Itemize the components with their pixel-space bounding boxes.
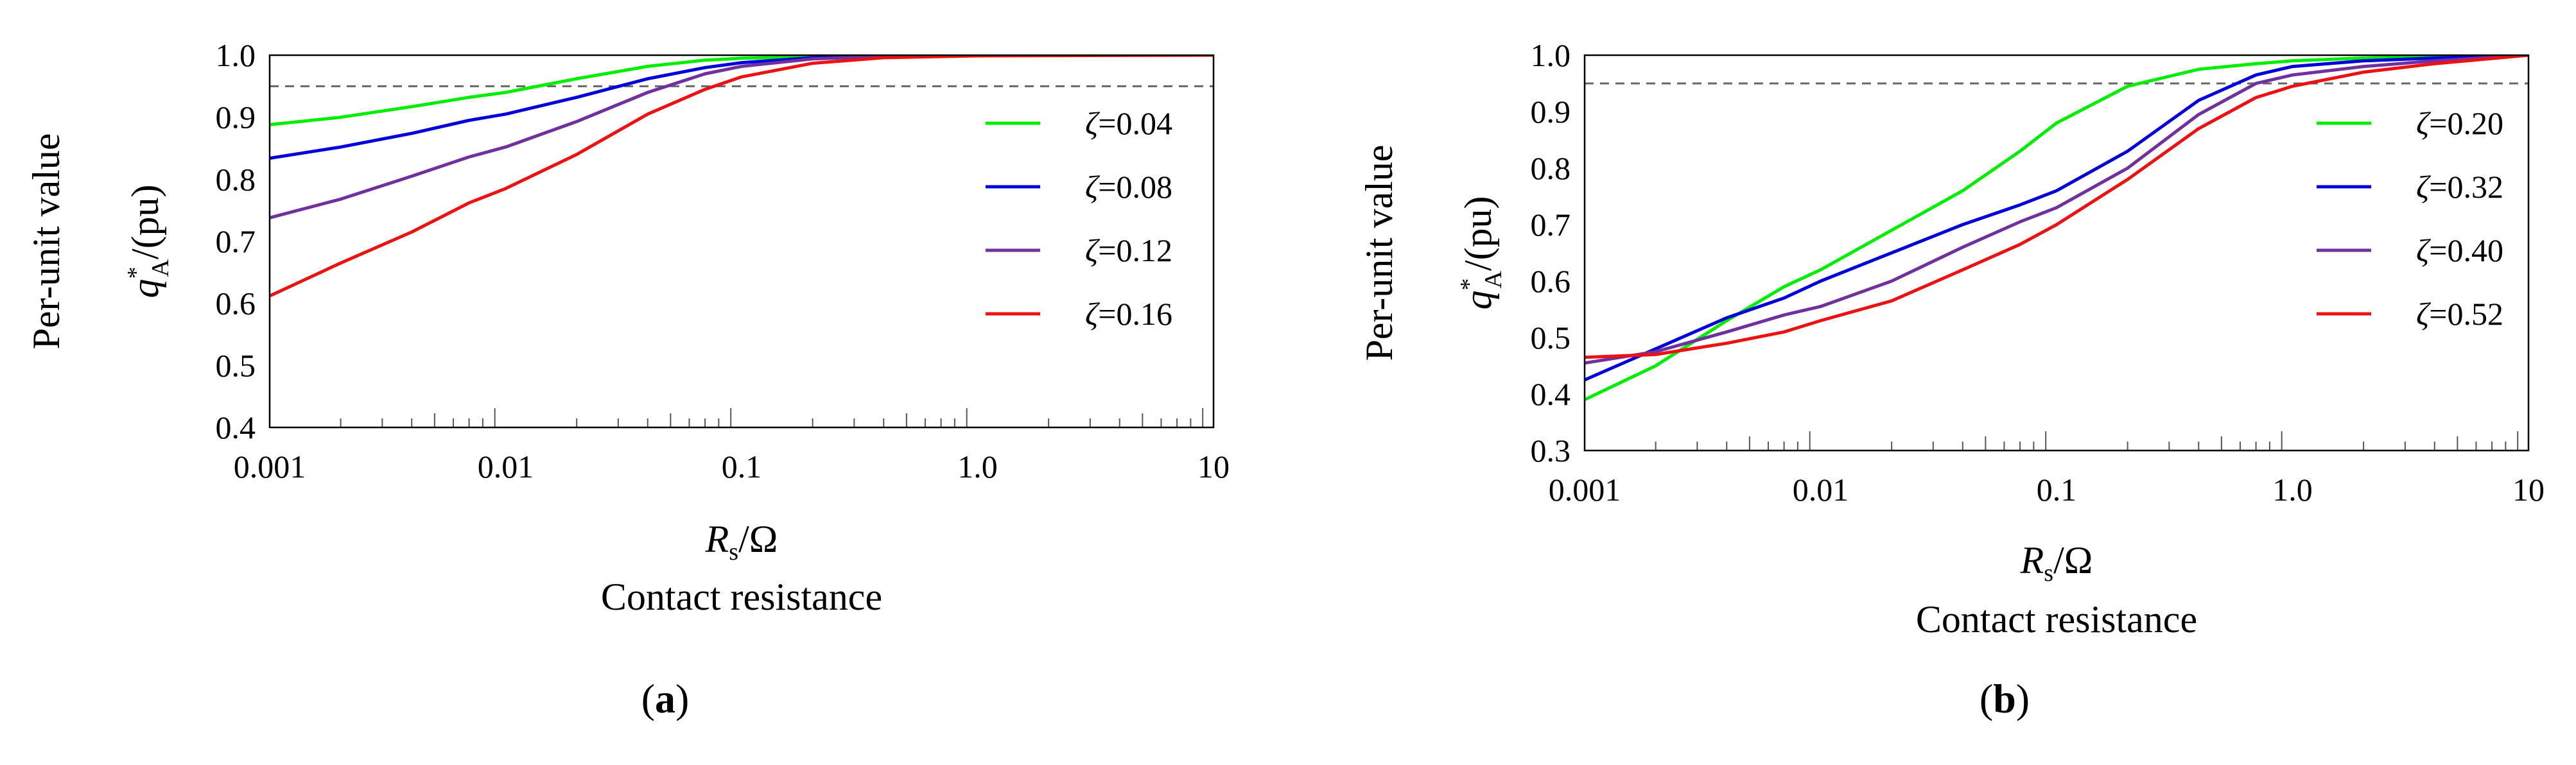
x-tick-label: 1.0 [957,449,998,485]
y-tick-label: 0.4 [1531,376,1571,412]
legend-label: ζ=0.04 [1085,105,1172,141]
y-axis-label-symbol: q*A/(pu) [123,184,174,298]
x-axis-label-symbol: Rs/Ω [2020,539,2093,587]
x-axis-label-description: Contact resistance [601,576,882,618]
legend-label: ζ=0.12 [1085,232,1172,268]
chart-panel-a: 0.001 0.01 0.1 1.0 10 0.4 0.5 0.6 0.7 0.8 0.9 1.0 Pe… [25,37,1230,721]
plot-area-frame [1583,54,2530,452]
y-tick-label: 0.6 [216,286,256,322]
legend-label: ζ=0.32 [2416,169,2503,205]
x-tick-label: 0.01 [1793,472,1849,508]
plot-area-frame [268,54,1215,429]
y-tick-label: 0.3 [1531,433,1571,468]
y-axis-label-description: Per-unit value [25,133,67,349]
series-line-0.32 [1585,55,2528,382]
y-tick-label: 0.9 [216,99,256,135]
legend-label: ζ=0.52 [2416,296,2503,332]
panel-label: (a) [641,676,690,721]
x-tick-label: 0.001 [234,449,306,485]
y-tick-label: 0.5 [216,347,256,383]
legend-label: ζ=0.08 [1085,169,1172,205]
y-axis-label-description: Per-unit value [1358,144,1400,361]
y-tick-label: 0.8 [1531,150,1571,186]
legend-label: ζ=0.20 [2416,105,2503,141]
y-tick-label: 0.7 [1531,207,1571,243]
series-line-0.52 [1585,55,2528,359]
y-tick-label: 0.6 [1531,263,1571,299]
x-tick-label: 0.1 [2037,472,2077,508]
y-tick-label: 0.5 [1531,320,1571,356]
x-tick-label: 0.001 [1549,472,1621,508]
series-line-0.40 [1585,55,2528,365]
x-tick-label: 10 [1197,449,1230,485]
y-tick-label: 1.0 [216,37,256,73]
y-tick-label: 0.7 [216,223,256,259]
series-line-0.20 [1585,55,2528,402]
series-line-0.16 [270,55,1214,298]
x-tick-label: 10 [2512,472,2545,508]
y-tick-label: 0.9 [1531,94,1571,130]
y-tick-label: 1.0 [1531,37,1571,73]
y-tick-label: 0.4 [216,409,256,445]
chart-panel-b: 0.001 0.01 0.1 1.0 10 0.3 0.4 0.5 0.6 0.7 0.8 0.9 1.… [1358,37,2545,721]
x-tick-label: 1.0 [2272,472,2313,508]
x-tick-label: 0.1 [722,449,762,485]
legend-label: ζ=0.40 [2416,232,2503,268]
x-tick-label: 0.01 [478,449,534,485]
panel-label: (b) [1980,676,2030,721]
x-axis-label-symbol: Rs/Ω [705,518,778,565]
x-axis-label-description: Contact resistance [1916,598,2197,640]
y-tick-label: 0.8 [216,161,256,197]
y-axis-label-symbol: q*A/(pu) [1456,196,1507,309]
legend-label: ζ=0.16 [1085,296,1172,332]
